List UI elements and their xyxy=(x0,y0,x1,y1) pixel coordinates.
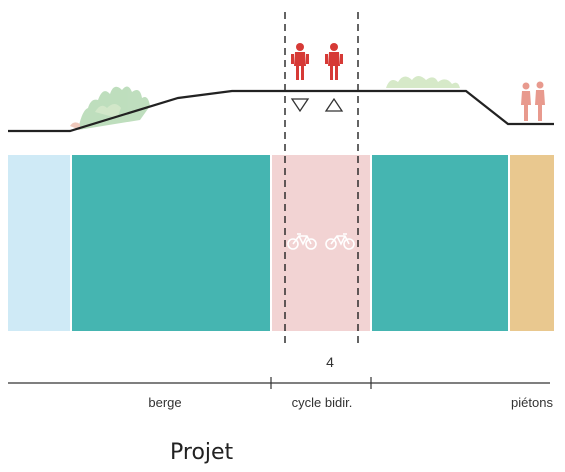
diagram-caption: Projet xyxy=(170,440,234,465)
vegetation-icon xyxy=(70,86,150,130)
zone-label-cycle: cycle bidir. xyxy=(292,395,353,410)
pedestrian-icon xyxy=(521,81,545,121)
direction-up-triangle-icon xyxy=(324,97,344,112)
zone-label-pietons: piétons xyxy=(511,395,553,410)
pedestrian-zone xyxy=(510,155,554,331)
cyclist-icon xyxy=(291,43,309,80)
bicycle-icon xyxy=(325,233,355,250)
vegetation-icon xyxy=(386,76,460,88)
direction-down-triangle-icon xyxy=(290,98,310,113)
ground-profile-line xyxy=(8,89,554,133)
water-zone xyxy=(8,155,70,331)
bicycle-icon xyxy=(287,233,317,250)
zone-label-berge: berge xyxy=(148,395,181,410)
cyclist-icon xyxy=(325,43,343,80)
dimension-value: 4 xyxy=(326,354,334,370)
berge-green-zone xyxy=(72,155,270,331)
cycle-track-zone xyxy=(272,155,370,331)
green-zone-right xyxy=(372,155,508,331)
